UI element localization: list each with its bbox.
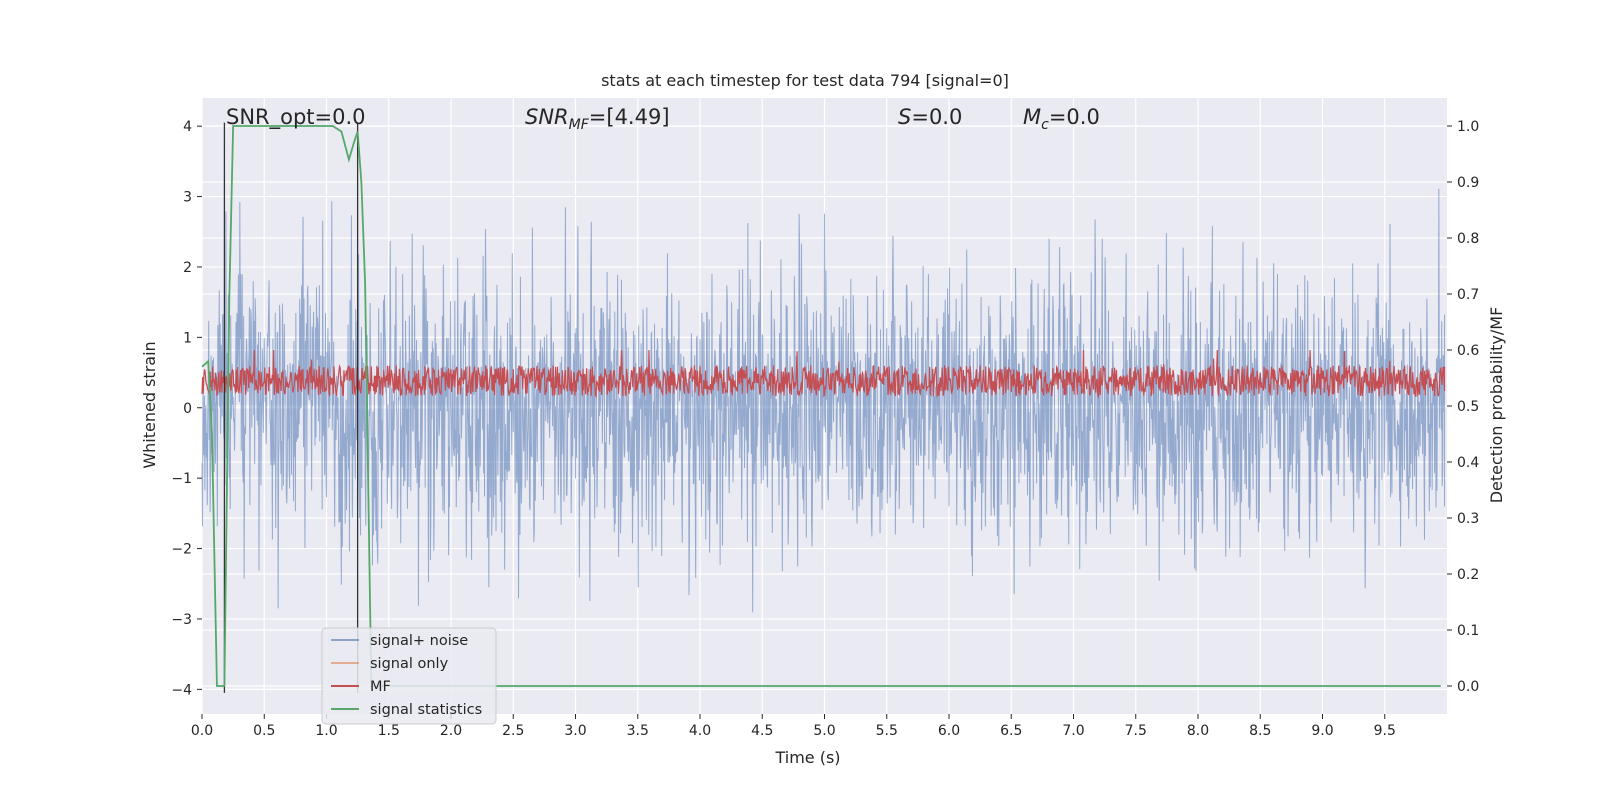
x-tick-label: 7.0 <box>1062 723 1084 739</box>
y2-axis-label: Detection probability/MF <box>1487 307 1506 504</box>
y-tick-label: −2 <box>171 542 192 558</box>
x-tick-label: 4.5 <box>751 723 773 739</box>
x-tick-label: 6.5 <box>1000 723 1022 739</box>
legend-label-signal-only: signal only <box>370 656 449 672</box>
x-tick-label: 9.0 <box>1311 723 1333 739</box>
y-tick-label: 2 <box>183 260 192 276</box>
legend-label-signal-statistics: signal statistics <box>370 702 482 718</box>
y2-tick-label: 0.9 <box>1457 175 1479 191</box>
y-tick-label: −1 <box>171 471 192 487</box>
x-tick-label: 1.0 <box>315 723 337 739</box>
legend-label-signal-noise: signal+ noise <box>370 633 468 649</box>
x-tick-label: 5.0 <box>813 723 835 739</box>
annotation-snr-opt: SNR_opt=0.0 <box>226 105 366 130</box>
annotation-mc: Mc=0.0 <box>1023 105 1100 133</box>
x-axis-label: Time (s) <box>774 748 840 767</box>
legend: signal+ noise signal only MF signal stat… <box>321 627 497 725</box>
chart-title: stats at each timestep for test data 794… <box>601 71 1009 90</box>
y2-axis-ticks: 1.0 0.9 0.8 0.7 0.6 0.5 0.4 0.3 0.2 0.1 0.0 <box>1447 119 1479 695</box>
x-tick-label: 8.0 <box>1187 723 1209 739</box>
annotation-s: S=0.0 <box>898 105 962 129</box>
y-tick-label: 4 <box>183 119 192 135</box>
signal-noise-line <box>201 188 1446 613</box>
x-tick-label: 2.5 <box>502 723 524 739</box>
y2-tick-label: 0.2 <box>1457 567 1479 583</box>
y2-tick-label: 1.0 <box>1457 119 1479 135</box>
x-tick-label: 0.0 <box>191 723 213 739</box>
y-tick-label: 0 <box>183 401 192 417</box>
x-tick-label: 6.0 <box>938 723 960 739</box>
legend-box <box>321 627 497 725</box>
x-tick-label: 4.0 <box>689 723 711 739</box>
y2-tick-label: 0.0 <box>1457 679 1479 695</box>
x-tick-label: 2.0 <box>440 723 462 739</box>
y-tick-label: 3 <box>183 190 192 206</box>
y2-tick-label: 0.6 <box>1457 343 1479 359</box>
x-axis-ticks: 0.0 0.5 1.0 1.5 2.0 2.5 3.0 3.5 4.0 4.5 5.0 5.5 6.0 6… <box>191 714 1396 739</box>
y2-tick-label: 0.4 <box>1457 455 1479 471</box>
x-tick-label: 1.5 <box>378 723 400 739</box>
x-tick-label: 5.5 <box>876 723 898 739</box>
y-axis-ticks: 4 3 2 1 0 −1 −2 −3 −4 <box>171 119 202 698</box>
x-tick-label: 9.5 <box>1374 723 1396 739</box>
y-tick-label: 1 <box>183 330 192 346</box>
y-tick-label: −4 <box>171 682 192 698</box>
vertical-markers <box>223 122 359 693</box>
series-mf <box>201 349 1446 399</box>
y-axis-label: Whitened strain <box>140 341 159 468</box>
y2-tick-label: 0.1 <box>1457 623 1479 639</box>
x-tick-label: 7.5 <box>1125 723 1147 739</box>
y2-tick-label: 0.8 <box>1457 231 1479 247</box>
annotation-snr-mf: SNRMF=[4.49] <box>525 105 670 133</box>
x-tick-label: 3.5 <box>627 723 649 739</box>
y2-tick-label: 0.7 <box>1457 287 1479 303</box>
legend-label-mf: MF <box>370 679 391 695</box>
y2-tick-label: 0.3 <box>1457 511 1479 527</box>
x-tick-label: 3.0 <box>564 723 586 739</box>
y2-tick-label: 0.5 <box>1457 399 1479 415</box>
y-tick-label: −3 <box>171 612 192 628</box>
series-signal-noise <box>201 188 1446 613</box>
x-tick-label: 8.5 <box>1249 723 1271 739</box>
mf-line <box>201 349 1446 399</box>
x-tick-label: 0.5 <box>253 723 275 739</box>
